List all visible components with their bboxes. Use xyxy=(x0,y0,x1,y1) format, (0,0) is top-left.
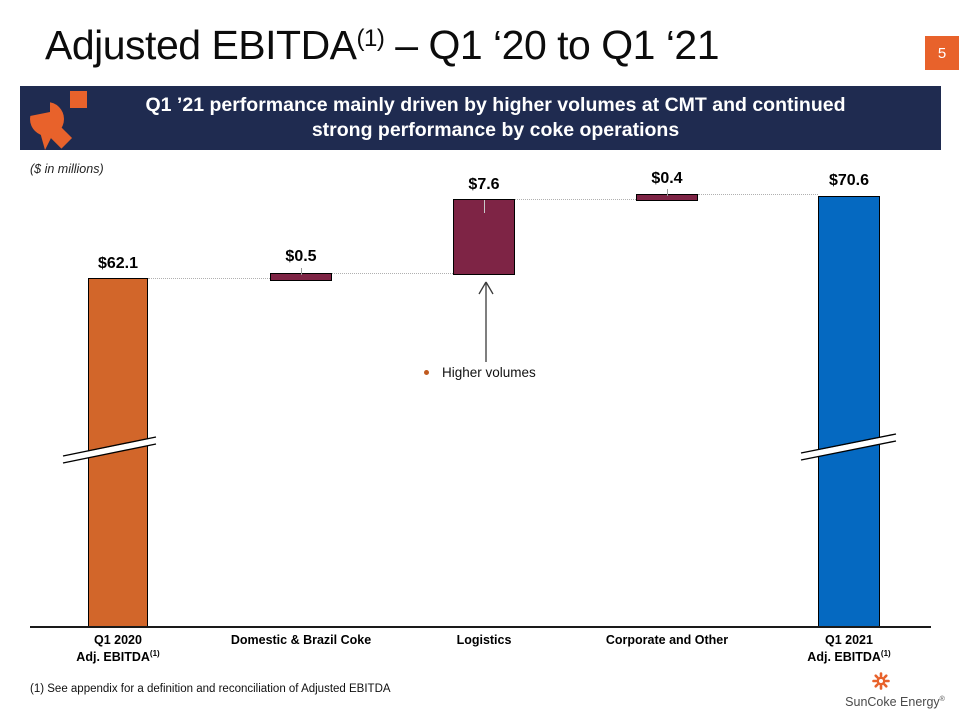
category-domestic-brazil-coke: Domestic & Brazil Coke xyxy=(230,633,372,647)
connector-2 xyxy=(332,273,453,274)
annotation-text: Higher volumes xyxy=(442,365,536,380)
title-range: – Q1 ‘20 to Q1 ‘21 xyxy=(384,22,720,68)
title-text: Adjusted EBITDA xyxy=(45,22,357,68)
banner-line-1: Q1 ’21 performance mainly driven by high… xyxy=(145,93,846,116)
title-footnote-ref: (1) xyxy=(356,25,385,52)
category-logistics: Logistics xyxy=(456,633,512,647)
bar-q1-2021 xyxy=(818,196,880,627)
connector-1 xyxy=(148,278,270,279)
category-q1-2020: Q1 2020 Adj. EBITDA(1) xyxy=(76,633,159,665)
company-logo: SunCoke Energy® xyxy=(840,672,950,709)
footnote: (1) See appendix for a definition and re… xyxy=(30,683,391,695)
value-label-q1-2021: $70.6 xyxy=(828,172,870,189)
page-title: Adjusted EBITDA(1) – Q1 ‘20 to Q1 ‘21 xyxy=(45,22,720,69)
category-line-1: Q1 2020 xyxy=(94,633,142,647)
leader-tick-logistics xyxy=(484,200,485,213)
headline-banner: Q1 ’21 performance mainly driven by high… xyxy=(20,86,941,150)
leader-tick-domestic xyxy=(301,268,302,275)
value-label-logistics: $7.6 xyxy=(468,176,500,193)
value-label-domestic: $0.5 xyxy=(285,248,317,265)
axis-break-icon xyxy=(800,433,897,461)
value-label-corporate: $0.4 xyxy=(651,170,683,187)
category-line-2: Adj. EBITDA(1) xyxy=(807,648,891,664)
page-number: 5 xyxy=(937,44,947,62)
category-corporate-other: Corporate and Other xyxy=(605,633,729,647)
bullet-icon xyxy=(424,370,429,375)
suncoke-mark-icon xyxy=(30,91,87,150)
category-line-1: Q1 2021 xyxy=(825,633,873,647)
connector-4 xyxy=(698,194,818,195)
banner-headline: Q1 ’21 performance mainly driven by high… xyxy=(20,93,941,144)
category-line-2: Adj. EBITDA(1) xyxy=(76,648,160,664)
sun-icon xyxy=(872,672,890,690)
banner-line-2: strong performance by coke operations xyxy=(311,119,680,141)
leader-tick-corporate xyxy=(667,189,668,196)
category-q1-2021: Q1 2021 Adj. EBITDA(1) xyxy=(807,633,890,665)
units-label: ($ in millions) xyxy=(30,162,104,176)
up-arrow-icon xyxy=(478,281,494,362)
connector-3 xyxy=(515,199,636,200)
company-logo-text: SunCoke Energy® xyxy=(845,695,945,709)
axis-break-icon xyxy=(62,436,157,464)
x-axis-line xyxy=(30,626,931,628)
page-number-badge: 5 xyxy=(925,36,959,70)
annotation-higher-volumes: Higher volumes xyxy=(424,365,536,380)
value-label-q1-2020: $62.1 xyxy=(97,255,139,272)
